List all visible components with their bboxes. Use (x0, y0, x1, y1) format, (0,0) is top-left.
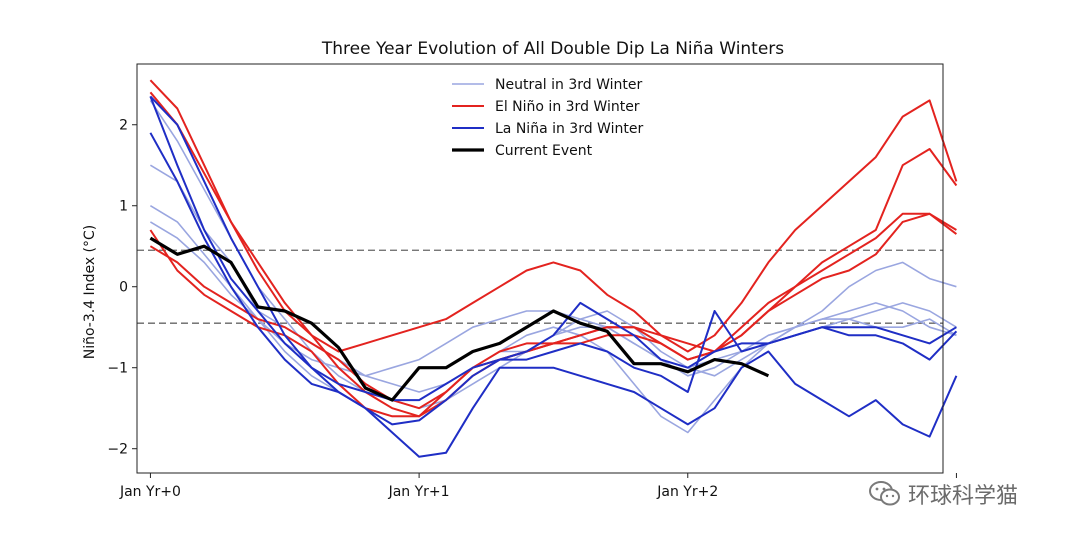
y-tick-label: −2 (107, 442, 128, 458)
y-axis-label: Niño-3.4 Index (°C) (82, 225, 98, 360)
series-line-neutral-3 (149, 205, 957, 434)
x-tick-label: Jan Yr+0 (119, 484, 181, 500)
chart-title: Three Year Evolution of All Double Dip L… (321, 39, 784, 59)
series-line-lanina-10 (149, 96, 958, 402)
y-tick-label: −1 (107, 361, 128, 377)
wechat-logo-icon (869, 481, 900, 506)
watermark: 环球科学猫 (868, 478, 1018, 510)
series-line-lanina-9 (149, 132, 958, 458)
plot-frame (136, 63, 944, 474)
legend-label-current: Current Event (495, 143, 593, 159)
y-tick-label: 2 (119, 118, 128, 134)
series-line-neutral-0 (149, 164, 957, 393)
series-line-elnino-7 (149, 212, 958, 410)
legend-label-elnino: El Niño in 3rd Winter (495, 99, 640, 115)
legend-label-neutral: Neutral in 3rd Winter (495, 77, 642, 93)
x-tick-label: Jan Yr+1 (388, 484, 450, 500)
series-line-current-11 (149, 236, 770, 402)
y-tick-label: 1 (119, 199, 128, 215)
legend: Neutral in 3rd Winter El Niño in 3rd Wint… (452, 77, 643, 159)
watermark-text: 环球科学猫 (908, 484, 1019, 509)
legend-label-lanina: La Niña in 3rd Winter (495, 121, 643, 137)
y-tick-label: 0 (119, 280, 128, 296)
x-tick-label: Jan Yr+2 (656, 484, 718, 500)
